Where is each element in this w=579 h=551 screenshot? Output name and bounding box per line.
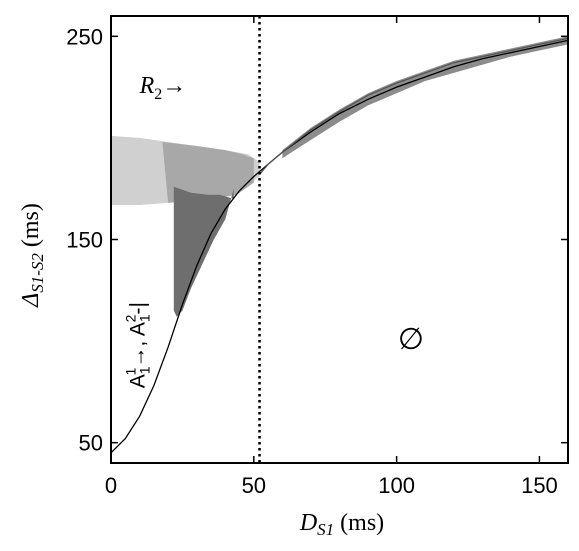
y-axis-ticks: 50 150 250 [66,24,568,456]
x-tick-label: 100 [378,473,415,498]
x-axis-title: DS1 (ms) [299,510,384,539]
y-axis-title: ΔS1-S2 (ms) [18,203,47,308]
annotation-a1-a2: A11→, A12-| [123,302,153,388]
annotation-r2: R2→ [139,73,187,103]
region-upper-sliver [282,36,568,159]
x-tick-label: 0 [105,473,117,498]
region-mid-band [162,142,254,203]
y-tick-label: 150 [66,228,103,253]
y-tick-label: 50 [79,431,103,456]
annotation-empty-set: ∅ [398,323,424,356]
x-tick-label: 150 [521,473,558,498]
x-axis-ticks: 0 50 100 150 [105,16,558,498]
region-dark-wedge [173,186,234,317]
curve-upper-boundary [259,37,569,175]
x-tick-label: 50 [242,473,266,498]
y-tick-label: 250 [66,24,103,49]
boundary-curves [110,37,569,454]
